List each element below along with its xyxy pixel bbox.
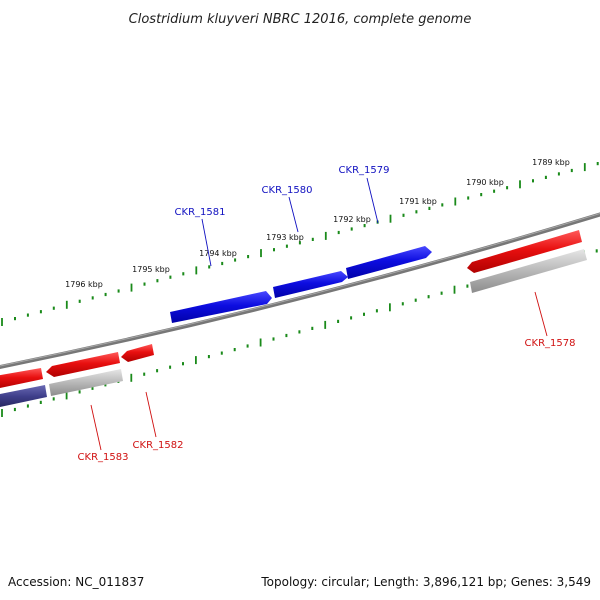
leader-ckr1580 bbox=[288, 196, 299, 233]
kbp-label-1792: 1792 kbp bbox=[333, 215, 371, 224]
grey-feature-middle[interactable] bbox=[49, 369, 123, 396]
leader-ckr1583 bbox=[90, 404, 102, 451]
kbp-label-1796: 1796 kbp bbox=[65, 280, 103, 289]
gene-label-ckr1578[interactable]: CKR_1578 bbox=[525, 338, 576, 349]
kbp-label-1793: 1793 kbp bbox=[266, 233, 304, 242]
leader-ckr1581 bbox=[201, 218, 212, 267]
leader-ckr1579 bbox=[366, 177, 379, 224]
genome-backbone bbox=[0, 212, 600, 370]
gene-arrow-ckr1580[interactable] bbox=[273, 271, 348, 298]
accession-text: Accession: NC_011837 bbox=[8, 575, 144, 589]
leader-ckr1578 bbox=[534, 291, 548, 337]
gene-label-ckr1580[interactable]: CKR_1580 bbox=[262, 185, 313, 196]
gene-arrow-ckr1582[interactable] bbox=[121, 344, 154, 362]
gene-arrow-ckr1578[interactable] bbox=[467, 230, 582, 273]
dark-feature-left[interactable] bbox=[0, 385, 47, 408]
gene-arrow-ckr1581[interactable] bbox=[170, 291, 272, 323]
kbp-label-1790: 1790 kbp bbox=[466, 178, 504, 187]
upper-tick-ring bbox=[1, 162, 599, 326]
kbp-label-1795: 1795 kbp bbox=[132, 265, 170, 274]
kbp-label-1789: 1789 kbp bbox=[532, 158, 570, 167]
gene-arrow-ckr1579[interactable] bbox=[346, 246, 432, 279]
gene-arrow-left-red[interactable] bbox=[0, 368, 43, 389]
genome-backbone-highlight bbox=[0, 212, 600, 367]
genome-title: Clostridium kluyveri NBRC 12016, complet… bbox=[129, 12, 472, 27]
gene-label-ckr1579[interactable]: CKR_1579 bbox=[339, 165, 390, 176]
gene-label-ckr1581[interactable]: CKR_1581 bbox=[175, 207, 226, 218]
genome-summary-text: Topology: circular; Length: 3,896,121 bp… bbox=[260, 575, 591, 589]
gene-arrow-ckr1583[interactable] bbox=[46, 352, 120, 377]
kbp-label-1794: 1794 kbp bbox=[199, 249, 237, 258]
leader-ckr1582 bbox=[145, 391, 157, 438]
gene-label-ckr1583[interactable]: CKR_1583 bbox=[78, 452, 129, 463]
grey-feature-right[interactable] bbox=[470, 249, 587, 293]
gene-label-ckr1582[interactable]: CKR_1582 bbox=[133, 440, 184, 451]
kbp-label-1791: 1791 kbp bbox=[399, 197, 437, 206]
